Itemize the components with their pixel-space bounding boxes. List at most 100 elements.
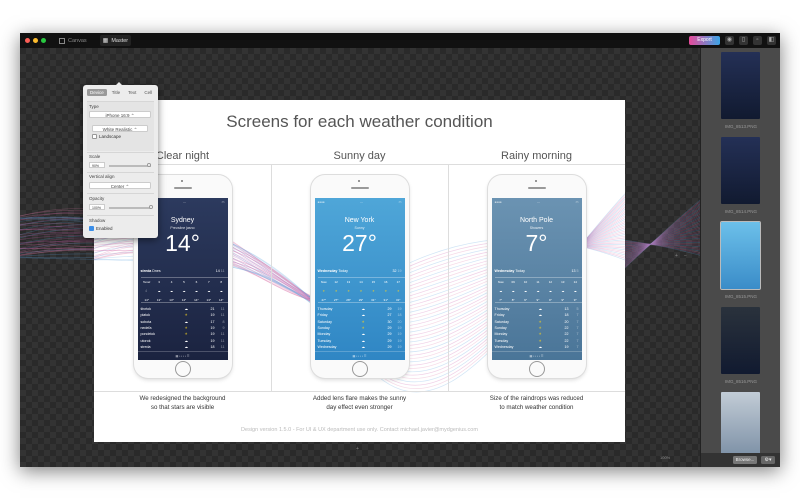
canvas-tab[interactable]: Canvas (56, 35, 90, 46)
hour-label: 12 (548, 280, 553, 285)
screen-thumbnail[interactable] (721, 307, 760, 374)
city-name: Sydney (170, 217, 195, 224)
artboard[interactable]: Screens for each weather condition Clear… (94, 100, 625, 442)
screen-thumbnail[interactable] (721, 137, 760, 204)
low-temp: 19 (397, 307, 402, 312)
style-select[interactable]: White Realistic ⌃ (92, 125, 148, 132)
weather-icon: ☁ (184, 338, 189, 343)
hour-temp: 14° (181, 297, 187, 302)
home-button[interactable] (351, 361, 368, 377)
scale-slider[interactable] (109, 163, 151, 167)
shadow-checkbox[interactable]: Enabled (89, 226, 113, 231)
device-select[interactable]: iPhone 16:9 ⌃ (89, 111, 151, 118)
weather-icon: ☁ (511, 288, 515, 293)
hour-label: 14 (573, 280, 577, 285)
tab-text[interactable]: Text (128, 90, 137, 95)
sidebar-footer: Browse... ⚙▾ (701, 453, 780, 467)
hour-temp: 9° (573, 297, 577, 302)
low-temp: 7 (576, 338, 579, 343)
phone-mockup: ●●●● ⋯ ▭ North Pole Showers 7° Wednesday Today… (487, 175, 586, 378)
landscape-checkbox[interactable]: Landscape (92, 134, 121, 139)
caption-line: so that stars are visible (150, 404, 215, 411)
home-button[interactable] (528, 361, 545, 377)
opacity-slider[interactable] (109, 205, 154, 209)
checkbox-icon (92, 134, 97, 139)
screen-thumbnail[interactable] (721, 52, 760, 119)
phone-icon[interactable]: ▯ (739, 36, 748, 45)
opacity-input[interactable]: 100% (89, 204, 105, 210)
hour-label: 13 (346, 280, 351, 285)
minimize-button[interactable] (33, 38, 38, 43)
forecast-row: Friday ☁ 18 7 (495, 312, 579, 318)
hour-temp: 13° (169, 297, 174, 302)
tab-title[interactable]: Title (111, 90, 121, 95)
hourly-forecast[interactable]: Now ☁ 7° 09 ☁ 8° 10 ☁ 9° 11 ☁ 9° 12 ☁ 9° 13 ☁ 9° 14 ☁ 9° (494, 277, 582, 304)
close-button[interactable] (25, 38, 30, 43)
hour-label: 17 (396, 280, 400, 285)
hourly-forecast[interactable]: Teraz ☾ 14° 3 ☁ 13° 4 ☁ 13° 5 ☁ 14° 6 ☁ 14° 7 ☁ 13° 8 ☁ 14° (140, 277, 228, 304)
device-icon[interactable]: ◉ (725, 36, 734, 45)
opacity-label: Opacity (89, 196, 105, 201)
weather-icon: ☁ (499, 288, 503, 293)
tab-cell[interactable]: Cell (144, 90, 153, 95)
day-name: Sunday (317, 326, 330, 331)
zoom-in-icon[interactable]: + (675, 253, 678, 259)
column-title: Rainy morning (501, 150, 572, 162)
vertical-align-select[interactable]: Center ⌃ (89, 182, 151, 189)
hour-temp: 7° (499, 297, 503, 302)
day-name: Thursday (494, 307, 510, 312)
day-name: Wednesday (494, 344, 514, 349)
status-bar: ●●●● ⋯ ▭ (318, 200, 402, 204)
home-button[interactable] (174, 361, 191, 377)
forecast-row: piatok ☀ 19 11 (141, 312, 225, 318)
master-tab[interactable]: ▦ Master (99, 35, 132, 46)
hour-label: 4 (170, 280, 173, 285)
camera (534, 180, 537, 182)
day-name: Thursday (317, 307, 333, 312)
hour-label: 8 (220, 280, 223, 285)
canvas[interactable]: Screens for each weather condition Clear… (20, 48, 700, 467)
high-temp: 13 (564, 307, 569, 312)
weather-screen: ●●●● ⋯ ▭ North Pole Showers 7° Wednesday Today… (491, 198, 582, 360)
day-name: utorok (140, 338, 151, 343)
gear-icon[interactable]: ⚙▾ (761, 456, 775, 464)
browse-button[interactable]: Browse... (733, 456, 757, 464)
zoom-level[interactable]: 100% (660, 455, 671, 460)
camera (357, 180, 360, 182)
export-button[interactable]: Export (689, 36, 720, 45)
slider-handle[interactable] (146, 163, 151, 167)
add-icon[interactable]: + (356, 446, 359, 452)
grid-icon: ▦ (102, 38, 109, 44)
day-name: Wednesday (317, 344, 337, 349)
weather-icon: ☁ (207, 288, 211, 293)
hour-temp: 14° (144, 297, 149, 302)
city-name: North Pole (519, 217, 554, 224)
hour-item: 3 ☁ 13° (153, 278, 165, 304)
zoom-out-icon[interactable]: − (684, 253, 687, 259)
day-name: Sunday (494, 326, 507, 331)
hourly-forecast[interactable]: Now ☀ 27° 12 ☀ 27° 13 ☀ 28° 14 ☀ 29° 15 ☀ 31° 16 ☀ 31° 17 ☀… (317, 277, 405, 303)
low-temp: 8 (222, 319, 225, 324)
carrier: ●●●● (317, 200, 325, 204)
slider-handle[interactable] (149, 205, 154, 209)
weather-icon: ☀ (334, 288, 338, 293)
zoom-button[interactable] (41, 38, 46, 43)
weather-icon: ☀ (184, 326, 188, 331)
hour-item: 13 ☁ 9° (557, 278, 569, 304)
divider (94, 164, 625, 165)
screen-thumbnail[interactable] (721, 392, 760, 459)
sidebar-toggle-icon[interactable]: ◧ (767, 36, 776, 45)
settings-icon[interactable]: ▫ (753, 36, 762, 45)
scale-input[interactable]: 90% (89, 162, 105, 168)
screen-thumbnail[interactable] (720, 221, 761, 290)
high-temp: 22 (564, 326, 569, 331)
low-temp: 7 (576, 344, 579, 349)
checkbox-checked-icon (89, 226, 94, 231)
low-temp: 11 (220, 332, 225, 337)
hour-temp: 27° (321, 297, 326, 302)
day-name: Tuesday (317, 338, 332, 343)
condition: Sunny (354, 226, 365, 230)
hour-label: 11 (536, 280, 540, 285)
day-name: Monday (317, 332, 331, 337)
tab-device[interactable]: Device (87, 89, 107, 96)
